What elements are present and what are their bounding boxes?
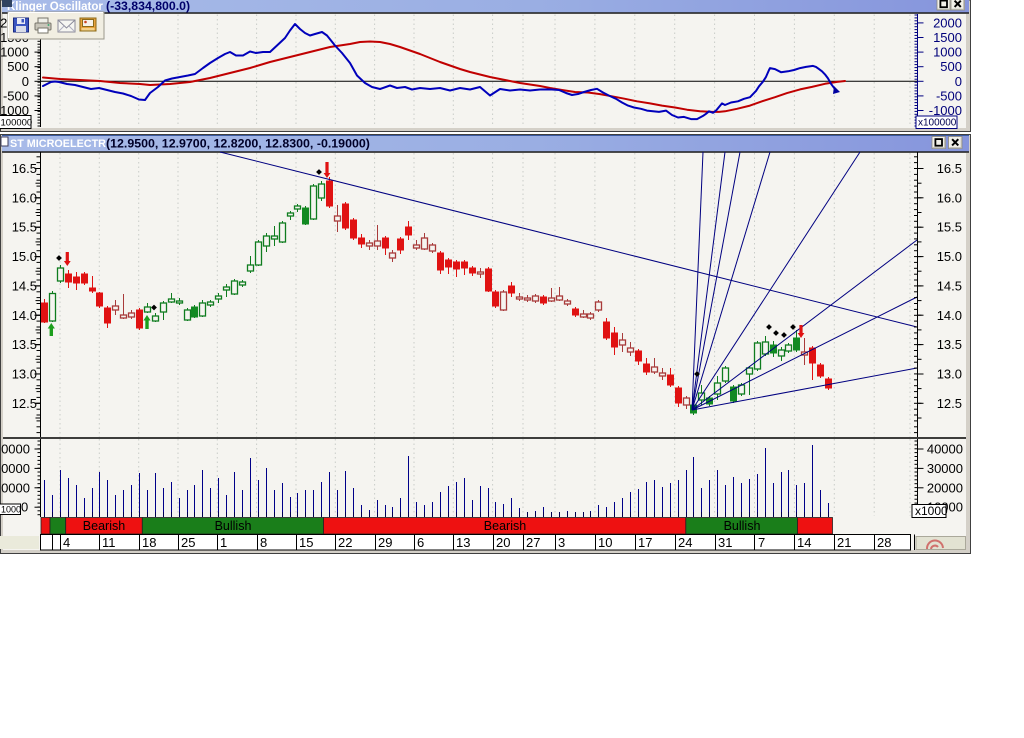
svg-text:13.5: 13.5 <box>937 337 962 352</box>
svg-text:17: 17 <box>638 535 652 550</box>
svg-text:21: 21 <box>837 535 851 550</box>
svg-text:0: 0 <box>955 74 962 89</box>
svg-text:Bearish: Bearish <box>484 519 526 533</box>
svg-text:(12.9500, 12.9700, 12.8200, 12: (12.9500, 12.9700, 12.8200, 12.8300, -0.… <box>106 137 370 151</box>
svg-text:0000: 0000 <box>1 442 30 457</box>
svg-text:1000: 1000 <box>933 45 962 60</box>
svg-text:13.5: 13.5 <box>12 337 37 352</box>
svg-text:6: 6 <box>417 535 424 550</box>
svg-text:12.5: 12.5 <box>12 396 37 411</box>
svg-text:25: 25 <box>181 535 195 550</box>
svg-text:0: 0 <box>21 500 28 515</box>
svg-text:31: 31 <box>718 535 732 550</box>
svg-text:500: 500 <box>940 59 962 74</box>
svg-text:15.0: 15.0 <box>937 249 962 264</box>
svg-text:20: 20 <box>496 535 510 550</box>
svg-text:16.5: 16.5 <box>12 161 37 176</box>
svg-text:16.0: 16.0 <box>937 190 962 205</box>
svg-text:8: 8 <box>260 535 267 550</box>
svg-text:18: 18 <box>142 535 156 550</box>
svg-text:27: 27 <box>526 535 540 550</box>
svg-text:20000: 20000 <box>927 480 963 495</box>
svg-text:1: 1 <box>220 535 227 550</box>
svg-text:-500: -500 <box>936 88 962 103</box>
svg-text:10: 10 <box>598 535 612 550</box>
svg-text:Bullish: Bullish <box>724 519 761 533</box>
svg-text:11: 11 <box>102 535 116 550</box>
svg-text:24: 24 <box>678 535 692 550</box>
svg-text:Bullish: Bullish <box>215 519 252 533</box>
svg-text:-1000: -1000 <box>929 103 962 118</box>
svg-text:0000: 0000 <box>1 461 30 476</box>
svg-text:22: 22 <box>338 535 352 550</box>
svg-text:14.0: 14.0 <box>937 308 962 323</box>
svg-text:(-33,834,800.0): (-33,834,800.0) <box>106 0 190 13</box>
svg-text:3: 3 <box>558 535 565 550</box>
svg-text:12.5: 12.5 <box>937 396 962 411</box>
svg-text:29: 29 <box>378 535 392 550</box>
svg-text:500: 500 <box>7 59 29 74</box>
svg-text:40000: 40000 <box>927 442 963 457</box>
svg-text:1500: 1500 <box>933 30 962 45</box>
svg-text:13: 13 <box>456 535 470 550</box>
svg-text:15: 15 <box>299 535 313 550</box>
svg-text:Klinger Oscillator: Klinger Oscillator <box>7 1 103 13</box>
svg-text:13.0: 13.0 <box>12 367 37 382</box>
svg-text:16.5: 16.5 <box>937 161 962 176</box>
svg-text:ST MICROELECTR: ST MICROELECTR <box>10 138 106 150</box>
svg-text:14.5: 14.5 <box>12 278 37 293</box>
svg-text:14.0: 14.0 <box>12 308 37 323</box>
svg-text:16.0: 16.0 <box>12 190 37 205</box>
svg-text:-500: -500 <box>3 88 29 103</box>
svg-text:Bearish: Bearish <box>83 519 125 533</box>
svg-text:1000: 1000 <box>1 505 21 515</box>
svg-text:28: 28 <box>877 535 891 550</box>
svg-text:30000: 30000 <box>927 461 963 476</box>
svg-text:14.5: 14.5 <box>937 278 962 293</box>
svg-text:15.5: 15.5 <box>937 220 962 235</box>
svg-text:7: 7 <box>758 535 765 550</box>
svg-text:15.5: 15.5 <box>12 220 37 235</box>
svg-text:x100000: x100000 <box>918 118 957 129</box>
svg-text:4: 4 <box>63 535 70 550</box>
svg-text:1000: 1000 <box>0 45 29 60</box>
svg-text:0: 0 <box>22 74 29 89</box>
svg-text:15.0: 15.0 <box>12 249 37 264</box>
svg-text:x1000: x1000 <box>915 504 948 518</box>
svg-text:14: 14 <box>797 535 811 550</box>
svg-text:13.0: 13.0 <box>937 367 962 382</box>
svg-text:1000: 1000 <box>0 103 29 118</box>
svg-text:2000: 2000 <box>933 15 962 30</box>
svg-text:0000: 0000 <box>1 480 30 495</box>
svg-text:100000: 100000 <box>1 118 33 129</box>
